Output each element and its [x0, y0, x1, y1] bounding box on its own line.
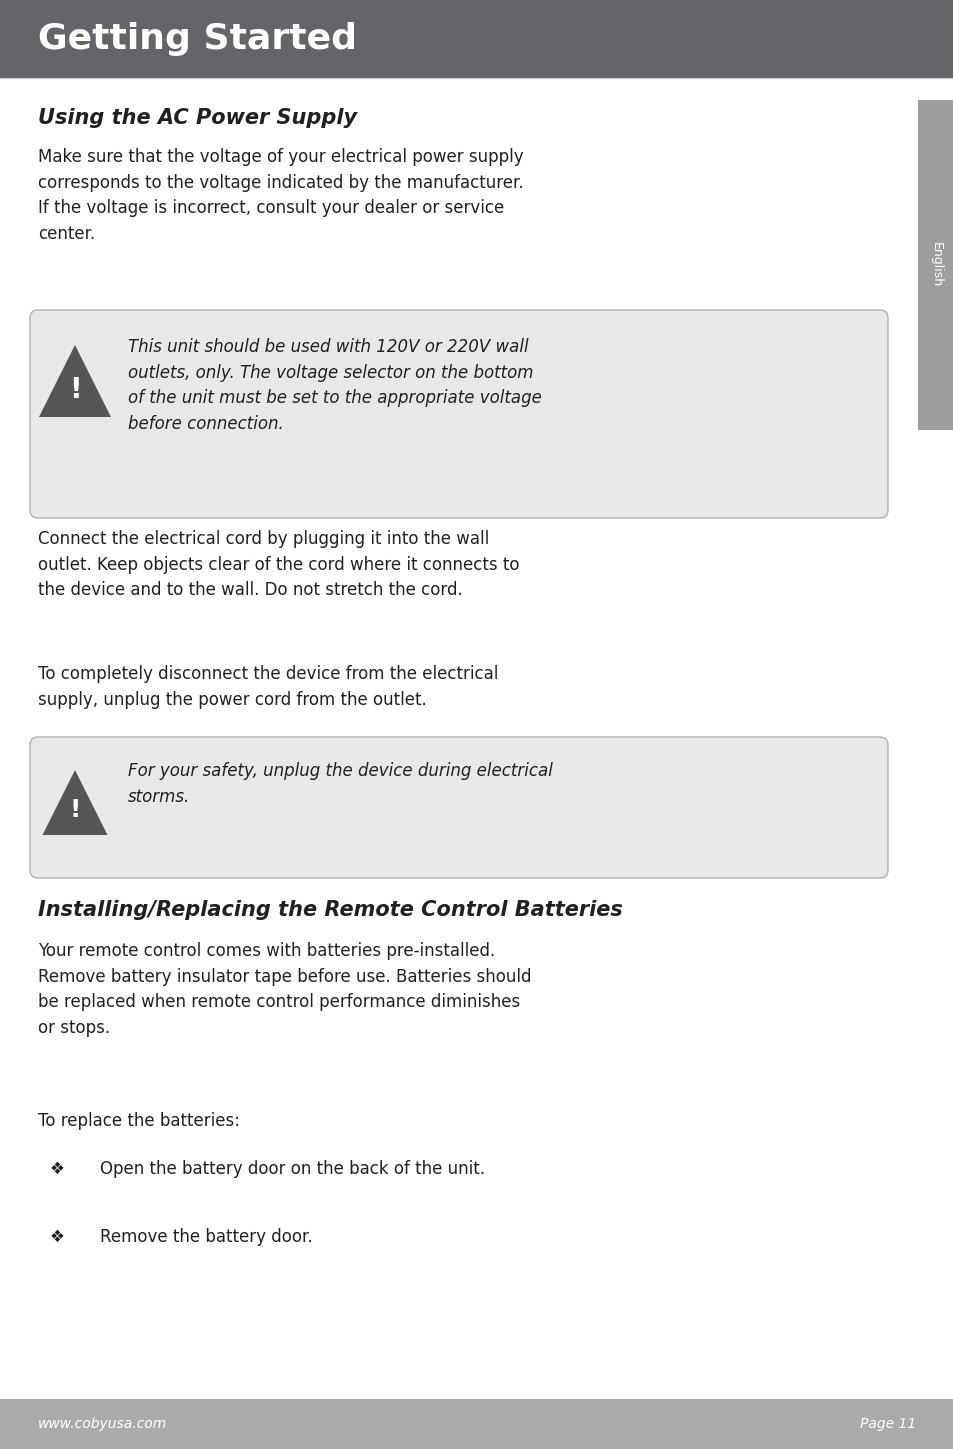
Text: Your remote control comes with batteries pre-installed.
Remove battery insulator: Your remote control comes with batteries… [38, 942, 531, 1037]
Text: Remove the battery door.: Remove the battery door. [100, 1227, 313, 1246]
Text: ❖: ❖ [50, 1161, 65, 1178]
Text: Using the AC Power Supply: Using the AC Power Supply [38, 109, 356, 128]
Text: Connect the electrical cord by plugging it into the wall
outlet. Keep objects cl: Connect the electrical cord by plugging … [38, 530, 519, 600]
Text: www.cobyusa.com: www.cobyusa.com [38, 1417, 167, 1432]
Text: Installing/Replacing the Remote Control Batteries: Installing/Replacing the Remote Control … [38, 900, 622, 920]
FancyBboxPatch shape [30, 310, 887, 517]
Text: For your safety, unplug the device during electrical
storms.: For your safety, unplug the device durin… [128, 762, 553, 806]
Text: To replace the batteries:: To replace the batteries: [38, 1111, 240, 1130]
Text: Make sure that the voltage of your electrical power supply
corresponds to the vo: Make sure that the voltage of your elect… [38, 148, 523, 243]
Bar [0, 1398, 953, 1449]
Text: ❖: ❖ [50, 1227, 65, 1246]
Text: Page 11: Page 11 [859, 1417, 915, 1432]
Bar [0, 0, 953, 78]
Polygon shape [39, 345, 111, 417]
Polygon shape [43, 769, 108, 835]
Bar [917, 100, 953, 430]
Text: Open the battery door on the back of the unit.: Open the battery door on the back of the… [100, 1161, 484, 1178]
Text: To completely disconnect the device from the electrical
supply, unplug the power: To completely disconnect the device from… [38, 665, 497, 709]
Text: Getting Started: Getting Started [38, 22, 356, 57]
Text: This unit should be used with 120V or 220V wall
outlets, only. The voltage selec: This unit should be used with 120V or 22… [128, 338, 541, 433]
Text: !: ! [70, 798, 81, 822]
Text: English: English [928, 242, 942, 287]
Text: !: ! [69, 375, 81, 404]
FancyBboxPatch shape [30, 738, 887, 878]
